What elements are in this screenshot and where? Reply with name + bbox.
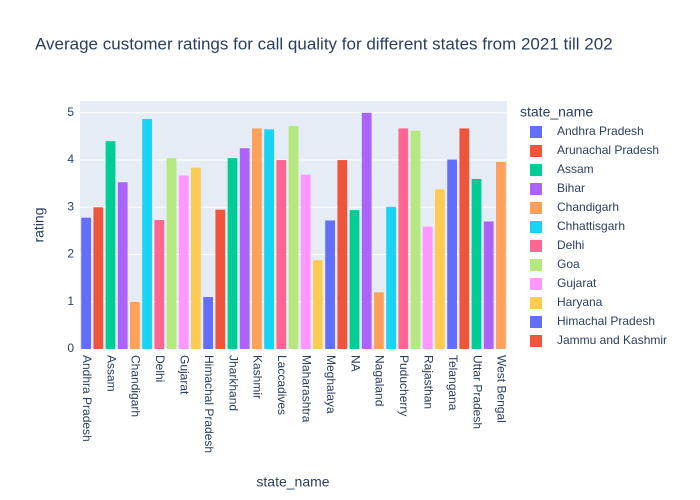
legend-label: Haryana — [557, 295, 603, 309]
bar — [276, 160, 287, 349]
x-tick-label: Uttar Pradesh — [470, 355, 484, 429]
bar — [447, 159, 457, 349]
legend-label: Goa — [557, 257, 580, 271]
y-tick-label: 3 — [67, 199, 74, 213]
bar — [142, 118, 152, 350]
bar — [435, 189, 445, 349]
legend-swatch — [530, 259, 542, 271]
bar — [361, 112, 372, 349]
legend-swatch — [530, 278, 542, 290]
chart-title: Average customer ratings for call qualit… — [35, 34, 613, 53]
x-tick-label: Kashmir — [251, 355, 265, 399]
legend-label: Assam — [557, 162, 594, 176]
legend-label: Himachal Pradesh — [557, 314, 655, 328]
x-tick-label: Himachal Pradesh — [202, 355, 216, 453]
y-tick-label: 0 — [67, 341, 74, 355]
bar — [325, 220, 335, 349]
x-tick-label: Andhra Pradesh — [80, 355, 94, 442]
legend-swatch — [530, 145, 542, 157]
bar — [252, 128, 262, 349]
bar — [300, 174, 311, 349]
legend-label: Andhra Pradesh — [557, 124, 644, 138]
legend-swatch — [530, 316, 542, 328]
bar — [239, 148, 250, 349]
x-tick-label: Meghalaya — [324, 355, 338, 414]
bar — [227, 158, 238, 349]
x-tick-label: Assam — [104, 355, 118, 392]
bar — [178, 175, 189, 349]
legend-label: Gujarat — [557, 276, 597, 290]
bar — [374, 292, 384, 349]
legend-label: Chhattisgarh — [557, 219, 625, 233]
bar — [166, 158, 177, 349]
y-axis-label: rating — [31, 207, 47, 242]
y-tick-label: 4 — [67, 152, 74, 166]
x-tick-label: Rajasthan — [422, 355, 436, 409]
bar — [264, 129, 274, 349]
legend-swatch — [530, 221, 542, 233]
bar — [203, 297, 213, 349]
bar — [105, 141, 116, 349]
x-tick-label: Telangana — [446, 355, 460, 411]
x-axis-label: state_name — [256, 474, 329, 490]
legend-label: Bihar — [557, 181, 585, 195]
bar — [398, 128, 409, 349]
bar — [349, 210, 360, 349]
x-tick-label: Laccadives — [275, 355, 289, 415]
bar — [117, 182, 128, 349]
legend-label: Arunachal Pradesh — [557, 143, 659, 157]
bar — [337, 160, 348, 349]
legend-swatch — [530, 335, 542, 347]
legend-swatch — [530, 164, 542, 176]
legend-swatch — [530, 183, 542, 195]
x-tick-label: Puducherry — [397, 355, 411, 416]
bar — [483, 221, 494, 349]
bar — [93, 207, 104, 349]
x-tick-label: West Bengal — [495, 355, 509, 423]
bar — [81, 217, 91, 349]
x-tick-label: Nagaland — [373, 355, 387, 406]
x-tick-label: Jharkhand — [226, 355, 240, 411]
bar — [422, 226, 433, 349]
x-tick-label: Gujarat — [178, 355, 192, 395]
legend-swatch — [530, 240, 542, 252]
bar — [410, 130, 421, 349]
y-tick-label: 2 — [67, 247, 74, 261]
y-tick-label: 5 — [67, 105, 74, 119]
bar — [191, 167, 201, 349]
legend-label: Delhi — [557, 238, 584, 252]
bar — [154, 220, 165, 349]
bar — [130, 301, 140, 349]
bar — [496, 161, 506, 349]
y-tick-label: 1 — [67, 294, 74, 308]
legend-swatch — [530, 202, 542, 214]
bar — [459, 128, 470, 349]
legend-swatch — [530, 297, 542, 309]
legend-label: Jammu and Kashmir — [557, 333, 667, 347]
legend-title: state_name — [520, 104, 593, 120]
bar — [471, 178, 482, 349]
bar — [215, 209, 226, 349]
x-tick-label: Delhi — [153, 355, 167, 382]
x-tick-label: Chandigarh — [129, 355, 143, 417]
x-tick-label: NA — [348, 355, 362, 372]
legend-label: Chandigarh — [557, 200, 619, 214]
legend-swatch — [530, 126, 542, 138]
bar — [313, 260, 323, 349]
bar — [386, 206, 396, 349]
x-tick-label: Maharashtra — [300, 355, 314, 423]
bar — [288, 126, 299, 349]
